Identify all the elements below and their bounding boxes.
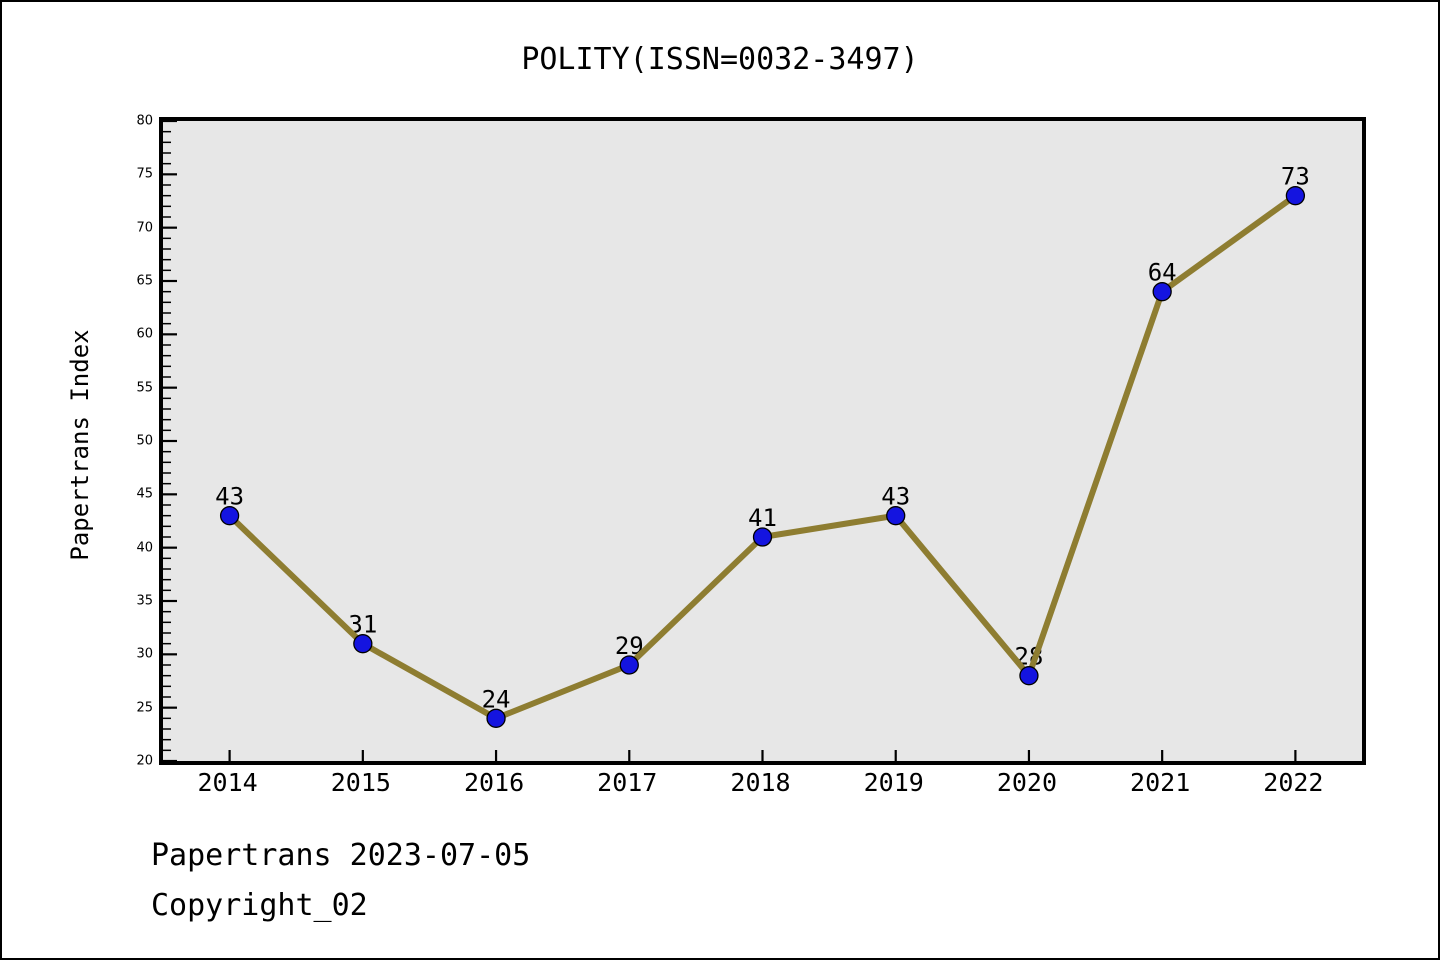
data-point bbox=[353, 634, 373, 654]
y-tick-label: 60 bbox=[136, 326, 153, 342]
x-tick-label: 2017 bbox=[597, 768, 658, 797]
y-tick-label: 35 bbox=[136, 593, 153, 609]
chart-title: POLITY(ISSN=0032-3497) bbox=[521, 42, 919, 77]
data-point bbox=[886, 506, 906, 526]
footer-copyright: Copyright_02 bbox=[151, 888, 368, 923]
y-tick-label: 70 bbox=[136, 220, 153, 236]
data-point-label: 43 bbox=[881, 483, 910, 511]
y-tick-label: 55 bbox=[136, 380, 153, 396]
x-tick-label: 2019 bbox=[863, 768, 924, 797]
data-point-label: 41 bbox=[748, 504, 777, 532]
y-tick-label: 30 bbox=[136, 646, 153, 662]
x-tick-label: 2020 bbox=[996, 768, 1058, 797]
x-tick-label: 2018 bbox=[730, 768, 791, 797]
y-tick-label: 40 bbox=[136, 540, 153, 556]
y-tick-label: 50 bbox=[136, 433, 153, 449]
x-axis-tick-labels: 2014 2015 2016 2017 2018 2019 2020 2021 2022 bbox=[161, 768, 1360, 804]
x-tick-label: 2021 bbox=[1130, 768, 1191, 797]
y-tick-label: 65 bbox=[136, 273, 153, 289]
data-point bbox=[219, 506, 240, 526]
y-tick-label: 80 bbox=[136, 113, 153, 129]
x-tick-label: 2022 bbox=[1263, 768, 1324, 797]
plot-area: 43 31 24 29 41 43 28 64 73 bbox=[159, 117, 1366, 765]
data-point-label: 24 bbox=[482, 685, 511, 713]
y-tick-label: 25 bbox=[136, 700, 153, 716]
x-tick-label: 2015 bbox=[330, 768, 391, 797]
x-tick-label: 2014 bbox=[197, 768, 258, 797]
data-point-label: 43 bbox=[215, 483, 244, 511]
data-point bbox=[1285, 186, 1306, 206]
data-point bbox=[752, 527, 773, 547]
data-point bbox=[486, 708, 506, 728]
y-axis-tick-labels: 20 25 30 35 40 45 50 55 60 65 70 75 80 bbox=[2, 114, 153, 769]
data-point bbox=[619, 655, 639, 675]
x-tick-label: 2016 bbox=[463, 768, 525, 797]
y-tick-label: 20 bbox=[136, 753, 153, 769]
data-point bbox=[1152, 282, 1172, 302]
footer-date: Papertrans 2023-07-05 bbox=[151, 838, 531, 873]
data-point bbox=[1019, 666, 1039, 686]
series-line bbox=[227, 193, 1298, 722]
y-tick-label: 75 bbox=[136, 166, 153, 182]
y-tick-label: 45 bbox=[136, 486, 153, 502]
data-point-label: 73 bbox=[1281, 163, 1310, 191]
